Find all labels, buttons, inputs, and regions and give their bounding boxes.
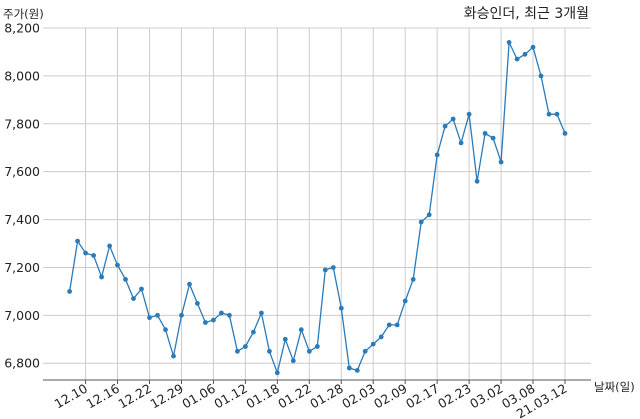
x-axis: 12.1012.1612.2212.2901.0601.1201.1801.22… bbox=[52, 380, 570, 419]
x-tick-label: 12.22 bbox=[116, 381, 155, 412]
data-point bbox=[362, 348, 368, 354]
y-tick-label: 7,600 bbox=[4, 164, 40, 179]
data-point bbox=[466, 111, 472, 117]
data-point bbox=[306, 348, 312, 354]
data-point bbox=[386, 322, 392, 328]
y-tick-label: 7,000 bbox=[4, 308, 40, 323]
data-point bbox=[131, 296, 136, 301]
x-axis-label: 날짜(일) bbox=[594, 380, 635, 394]
data-point bbox=[83, 250, 88, 256]
y-tick-label: 7,800 bbox=[4, 116, 40, 131]
data-point bbox=[219, 310, 224, 316]
data-point bbox=[546, 111, 552, 117]
data-point bbox=[243, 344, 248, 349]
price-line bbox=[68, 39, 566, 376]
data-point bbox=[498, 159, 504, 165]
data-point bbox=[251, 329, 256, 335]
data-point bbox=[402, 298, 408, 304]
x-tick-label: 02.23 bbox=[435, 381, 474, 412]
data-point bbox=[139, 286, 144, 292]
x-tick-label: 01.12 bbox=[211, 381, 250, 412]
data-point bbox=[75, 238, 80, 244]
grid bbox=[43, 27, 591, 380]
data-point bbox=[346, 365, 352, 371]
data-point bbox=[338, 305, 344, 311]
data-point bbox=[410, 277, 416, 282]
y-tick-label: 6,800 bbox=[4, 356, 40, 371]
data-point bbox=[187, 281, 192, 287]
x-tick-label: 01.18 bbox=[243, 381, 282, 412]
data-point bbox=[354, 368, 360, 373]
data-point bbox=[370, 341, 376, 347]
data-point bbox=[562, 131, 568, 136]
data-point bbox=[163, 327, 168, 333]
data-point bbox=[434, 152, 440, 158]
data-point bbox=[290, 358, 296, 364]
data-point bbox=[378, 334, 384, 340]
data-point bbox=[147, 315, 152, 321]
data-point bbox=[418, 219, 424, 225]
y-tick-label: 8,000 bbox=[4, 68, 40, 83]
data-point bbox=[298, 327, 304, 333]
data-point bbox=[99, 274, 104, 280]
data-point bbox=[274, 370, 280, 376]
x-tick-label: 01.22 bbox=[275, 381, 314, 412]
data-points bbox=[67, 40, 568, 376]
data-point bbox=[115, 262, 120, 268]
x-tick-label: 02.03 bbox=[339, 381, 378, 412]
data-point bbox=[259, 310, 264, 316]
x-tick-label: 12.10 bbox=[52, 381, 91, 412]
data-point bbox=[538, 73, 544, 79]
y-axis-label: 주가(원) bbox=[3, 7, 44, 21]
data-point bbox=[514, 56, 520, 62]
data-point bbox=[426, 212, 432, 218]
data-point bbox=[195, 301, 200, 306]
data-point bbox=[458, 140, 464, 146]
data-point bbox=[442, 123, 448, 129]
data-point bbox=[179, 312, 184, 318]
x-tick-label: 02.17 bbox=[403, 381, 442, 412]
y-axis: 6,800 7,000 7,200 7,400 7,600 7,800 8,000 8,200 bbox=[4, 21, 40, 371]
data-point bbox=[282, 336, 288, 342]
x-tick-label: 03.02 bbox=[467, 381, 506, 412]
x-tick-label: 01.06 bbox=[179, 381, 218, 412]
data-point bbox=[155, 312, 160, 318]
y-tick-label: 8,200 bbox=[4, 21, 40, 36]
x-tick-label: 01.28 bbox=[307, 381, 346, 412]
data-point bbox=[506, 40, 512, 45]
data-point bbox=[330, 265, 336, 270]
data-point bbox=[450, 116, 456, 122]
data-point bbox=[554, 111, 560, 117]
data-point bbox=[394, 322, 400, 328]
data-point bbox=[123, 277, 128, 282]
data-point bbox=[490, 135, 496, 141]
y-tick-label: 7,200 bbox=[4, 260, 40, 275]
x-tick-label: 02.09 bbox=[371, 381, 410, 412]
data-point bbox=[530, 44, 536, 50]
data-point bbox=[322, 267, 328, 273]
data-point bbox=[211, 317, 216, 323]
data-point bbox=[474, 178, 480, 184]
data-point bbox=[107, 243, 112, 249]
data-point bbox=[203, 320, 208, 325]
data-point bbox=[227, 312, 232, 318]
data-point bbox=[522, 51, 528, 57]
data-point bbox=[67, 289, 72, 294]
data-point bbox=[91, 253, 96, 258]
y-tick-label: 7,400 bbox=[4, 212, 40, 227]
data-point bbox=[171, 353, 176, 359]
chart-title: 화승인더, 최근 3개월 bbox=[464, 6, 589, 22]
x-tick-label: 12.29 bbox=[147, 381, 186, 412]
x-tick-label: 12.16 bbox=[84, 381, 123, 412]
data-point bbox=[314, 344, 320, 349]
data-point bbox=[235, 348, 240, 354]
data-point bbox=[482, 131, 488, 136]
data-point bbox=[267, 348, 272, 354]
